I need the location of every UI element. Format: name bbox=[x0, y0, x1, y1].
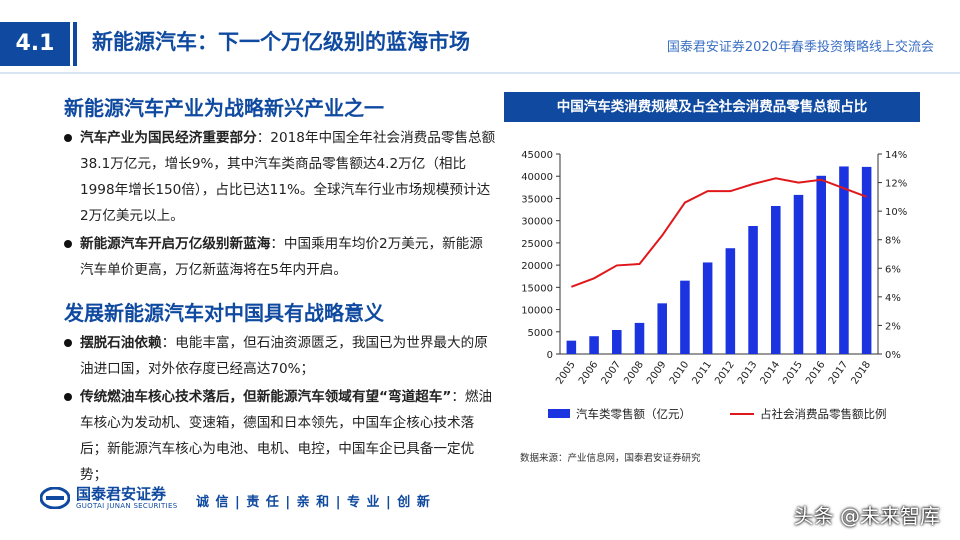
chart-source: 数据来源：产业信息网，国泰君安证券研究 bbox=[520, 452, 701, 464]
y-right-tick-label: 0% bbox=[885, 350, 901, 361]
y-left-tick-label: 10000 bbox=[521, 306, 553, 317]
badge-divider bbox=[73, 22, 77, 66]
x-tick-label: 2007 bbox=[600, 359, 624, 386]
bar bbox=[612, 330, 622, 354]
y-left-tick-label: 35000 bbox=[521, 194, 553, 205]
x-tick-label: 2018 bbox=[849, 359, 873, 386]
bullet-dot bbox=[64, 339, 72, 347]
bar bbox=[793, 194, 804, 354]
bullet-item: 传统燃油车核心技术落后，但新能源汽车领域有望“弯道超车”：燃油车核心为发动机、变… bbox=[56, 384, 496, 488]
chart-title: 中国汽车类消费规模及占全社会消费品零售总额占比 bbox=[504, 92, 920, 122]
header-rule bbox=[0, 72, 960, 74]
x-tick-label: 2014 bbox=[759, 359, 783, 386]
bar bbox=[748, 226, 758, 354]
bar bbox=[861, 166, 872, 354]
y-left-tick-label: 0 bbox=[547, 350, 553, 361]
bar bbox=[589, 336, 599, 354]
y-right-tick-label: 10% bbox=[885, 207, 907, 218]
page-title: 新能源汽车：下一个万亿级别的蓝海市场 bbox=[92, 30, 470, 54]
logo-mark-icon bbox=[40, 487, 70, 509]
bar bbox=[725, 248, 736, 354]
bullet-bold: 汽车产业为国民经济重要部分 bbox=[80, 130, 257, 146]
x-tick-label: 2012 bbox=[713, 359, 737, 386]
x-tick-label: 2017 bbox=[827, 359, 851, 386]
y-left-tick-label: 45000 bbox=[521, 150, 553, 161]
bullet-text: ：2018年中国全年社会消费品零售总额38.1万亿元，增长9%，其中汽车类商品零… bbox=[80, 130, 496, 224]
legend-label-bars: 汽车类零售额（亿元） bbox=[576, 407, 691, 421]
bar bbox=[839, 166, 849, 354]
y-left-tick-label: 30000 bbox=[521, 217, 553, 228]
x-tick-label: 2016 bbox=[804, 359, 828, 386]
ratio-line bbox=[571, 177, 867, 288]
section2-title: 发展新能源汽车对中国具有战略意义 bbox=[64, 301, 384, 325]
bar bbox=[816, 175, 826, 354]
legend-label-line: 占社会消费品零售额比例 bbox=[760, 407, 887, 421]
bullet-text: ：电能丰富，但石油资源匮乏，我国已为世界最大的原油进口国，对外依存度已经高达70… bbox=[80, 335, 488, 377]
bullet-item: 汽车产业为国民经济重要部分：2018年中国全年社会消费品零售总额38.1万亿元，… bbox=[56, 125, 496, 229]
y-right-tick-label: 2% bbox=[885, 321, 901, 332]
x-tick-label: 2005 bbox=[554, 359, 578, 386]
bar bbox=[634, 322, 645, 354]
y-left-tick-label: 40000 bbox=[521, 172, 553, 183]
bullet-item: 新能源汽车开启万亿级别新蓝海：中国乘用车均价2万美元，新能源汽车单价更高，万亿新… bbox=[56, 231, 496, 283]
bar bbox=[566, 340, 577, 354]
x-tick-label: 2015 bbox=[781, 359, 805, 386]
y-left-tick-label: 25000 bbox=[521, 239, 553, 250]
combo-chart: 0 5000 10000 15000 20000 25000 30000 35000 40000… bbox=[520, 150, 907, 464]
bullet-dot bbox=[64, 393, 72, 401]
y-right-tick-label: 6% bbox=[885, 264, 901, 275]
logo-text-cn: 国泰君安证券 bbox=[76, 485, 167, 503]
x-tick-label: 2010 bbox=[668, 359, 692, 386]
section-number-badge: 4.1 bbox=[0, 22, 70, 66]
logo-text-en: GUOTAI JUNAN SECURITIES bbox=[76, 502, 178, 510]
bullet-bold: 传统燃油车核心技术落后，但新能源汽车领域有望“弯道超车” bbox=[80, 389, 452, 405]
bullet-bold: 摆脱石油依赖 bbox=[80, 335, 162, 351]
bar bbox=[771, 206, 781, 354]
bullet-dot bbox=[64, 134, 72, 142]
conference-title: 国泰君安证券2020年春季投资策略线上交流会 bbox=[666, 40, 934, 55]
y-right-tick-label: 8% bbox=[885, 236, 901, 247]
bullet-text: ：中国乘用车均价2万美元，新能源汽车单价更高，万亿新蓝海将在5年内开启。 bbox=[80, 236, 483, 278]
section1-title: 新能源汽车产业为战略新兴产业之一 bbox=[64, 96, 384, 120]
bullet-text: ：燃油车核心为发动机、变速箱，德国和日本领先，中国车企核心技术落后；新能源汽车核… bbox=[80, 389, 493, 483]
x-tick-label: 2006 bbox=[577, 359, 601, 386]
legend-swatch-bars bbox=[548, 409, 570, 418]
y-right-tick-label: 12% bbox=[885, 179, 907, 190]
bullet-bold: 新能源汽车开启万亿级别新蓝海 bbox=[80, 236, 271, 252]
x-tick-label: 2013 bbox=[736, 359, 760, 386]
bar bbox=[680, 280, 690, 354]
y-right-tick-label: 4% bbox=[885, 293, 901, 304]
text-panel: 新能源汽车产业为战略新兴产业之一 汽车产业为国民经济重要部分：2018年中国全年… bbox=[56, 92, 496, 490]
x-tick-label: 2009 bbox=[645, 359, 669, 386]
x-tick-label: 2008 bbox=[622, 359, 646, 386]
chart-panel: 中国汽车类消费规模及占全社会消费品零售总额占比 0 5000 10000 15000 2… bbox=[504, 92, 920, 474]
y-left-tick-label: 5000 bbox=[528, 328, 553, 339]
y-right-tick-label: 14% bbox=[885, 150, 907, 161]
company-logo: 国泰君安证券 GUOTAI JUNAN SECURITIES bbox=[40, 486, 177, 510]
x-tick-label: 2011 bbox=[690, 359, 714, 386]
bar bbox=[657, 303, 667, 354]
slogan: 诚 信 | 责 任 | 亲 和 | 专 业 | 创 新 bbox=[196, 495, 431, 510]
bar bbox=[702, 262, 713, 354]
bullet-item: 摆脱石油依赖：电能丰富，但石油资源匮乏，我国已为世界最大的原油进口国，对外依存度… bbox=[56, 330, 496, 382]
header: 4.1 新能源汽车：下一个万亿级别的蓝海市场 国泰君安证券2020年春季投资策略… bbox=[0, 0, 960, 80]
y-left-tick-label: 20000 bbox=[521, 261, 553, 272]
watermark: 头条 @未来智库 bbox=[793, 504, 940, 528]
y-left-tick-label: 15000 bbox=[521, 283, 553, 294]
bullet-dot bbox=[64, 240, 72, 248]
